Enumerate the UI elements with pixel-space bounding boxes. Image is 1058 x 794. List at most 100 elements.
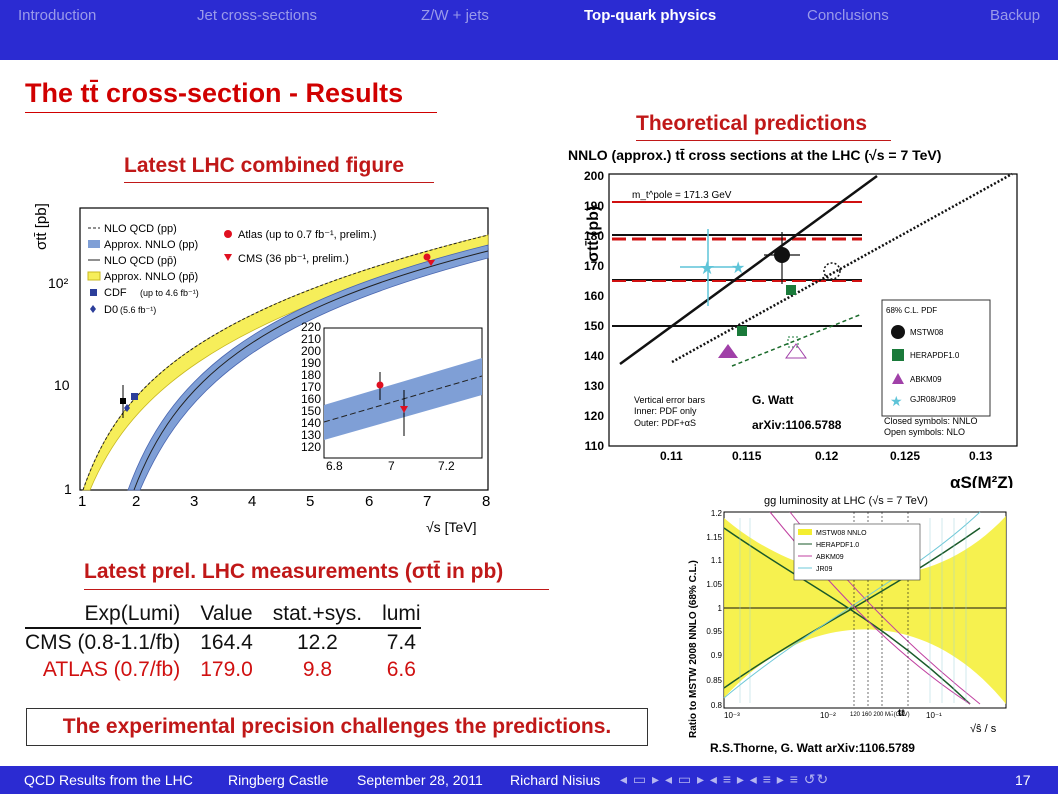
herapdf-point xyxy=(786,285,796,295)
lumi-tt-label: tt̄ xyxy=(898,707,905,719)
abkm09-point xyxy=(718,344,738,358)
nav-item-conclusions[interactable]: Conclusions xyxy=(807,7,889,24)
nav-item-top-quark-physics[interactable]: Top-quark physics xyxy=(584,7,717,24)
footer-bar: QCD Results from the LHC Ringberg Castle… xyxy=(0,766,1058,794)
theory-xtick: 0.115 xyxy=(732,449,762,463)
beamer-navigation-icons[interactable]: ◂ ▭ ▸ ◂ ▭ ▸ ◂ ≡ ▸ ◂ ≡ ▸ ≡ ↺↻ xyxy=(620,771,830,787)
measurements-table: Exp(Lumi) Value stat.+sys. lumi CMS (0.8… xyxy=(25,600,421,683)
theory-ytick: 200 xyxy=(584,169,604,183)
lumi-title: gg luminosity at LHC (√s = 7 TeV) xyxy=(764,495,928,507)
theory-xticks: 0.11 0.115 0.12 0.125 0.13 xyxy=(660,449,993,463)
lhc-xtick: 4 xyxy=(248,493,256,510)
theory-ytick: 120 xyxy=(584,409,604,423)
lhc-xticks: 1 2 3 4 5 6 7 8 xyxy=(78,493,490,510)
right-figure-heading: Theoretical predictions xyxy=(636,112,868,135)
theory-plot-frame xyxy=(608,173,1018,447)
cell-exp: CMS (0.8-1.1/fb) xyxy=(25,631,181,654)
theory-mass-label: m_t^pole = 171.3 GeV xyxy=(632,190,732,201)
lhc-inset: 220 210 200 190 180 170 160 150 140 130 … xyxy=(301,320,483,473)
footer-talk-title: QCD Results from the LHC xyxy=(24,772,193,788)
lumi-ytick: 0.85 xyxy=(706,676,722,685)
lumi-ytick: 1.2 xyxy=(711,509,723,518)
lumi-caption: R.S.Thorne, G. Watt arXiv:1106.5789 xyxy=(710,741,915,755)
lumi-ytick: 1.15 xyxy=(706,533,722,542)
nav-item-backup[interactable]: Backup xyxy=(990,7,1041,24)
theory-title: NNLO (approx.) tt̄ cross sections at the… xyxy=(568,147,941,163)
lumi-ylabel: Ratio to MSTW 2008 NNLO (68% C.L.) xyxy=(688,560,699,738)
lumi-ytick: 1.05 xyxy=(706,580,722,589)
theory-xtick: 0.11 xyxy=(660,449,683,463)
inset-ytick: 200 xyxy=(301,344,321,358)
cell-statsys: 9.8 xyxy=(302,658,333,681)
lumi-legend-item: ABKM09 xyxy=(816,554,844,561)
theory-ytick: 150 xyxy=(584,319,604,333)
lhc-legend-item: D0 xyxy=(104,304,118,316)
theory-xtick: 0.12 xyxy=(815,449,839,463)
lumi-xtick: 10⁻¹ xyxy=(926,711,942,720)
column-header: Value xyxy=(180,600,253,629)
title-underline xyxy=(25,112,437,113)
lhc-marker-cms: CMS (36 pb⁻¹, prelim.) xyxy=(238,253,349,265)
left-figure-heading: Latest LHC combined figure xyxy=(124,154,405,177)
lhc-xtick: 8 xyxy=(482,493,490,510)
lhc-xtick: 1 xyxy=(78,493,86,510)
svg-text:★: ★ xyxy=(731,260,745,277)
lhc-marker-atlas: Atlas (up to 0.7 fb⁻¹, prelim.) xyxy=(238,229,376,241)
theory-legend-note: Open symbols: NLO xyxy=(884,427,965,437)
theory-xlabel: αS(M²Z) xyxy=(950,473,1013,492)
inset-ytick: 170 xyxy=(301,380,321,394)
theory-ytick: 190 xyxy=(584,199,604,213)
lhc-legend-item: NLO QCD (pp̄) xyxy=(104,255,177,267)
lhc-legend: NLO QCD (pp) Approx. NNLO (pp) NLO QCD (… xyxy=(87,223,376,316)
theory-arxiv: arXiv:1106.5788 xyxy=(752,418,842,432)
theory-error-note: Vertical error bars xyxy=(634,395,706,405)
table-header-row: Exp(Lumi) Value stat.+sys. lumi xyxy=(25,600,421,629)
lhc-xtick: 7 xyxy=(423,493,431,510)
lhc-legend-item: NLO QCD (pp) xyxy=(104,223,177,235)
theory-legend-item: GJR08/JR09 xyxy=(910,395,956,404)
lumi-ytick: 1.1 xyxy=(711,556,723,565)
lumi-yticks: 0.8 0.85 0.9 0.95 1 1.05 1.1 1.15 1.2 xyxy=(706,509,722,710)
theory-ytick: 170 xyxy=(584,259,604,273)
theory-legend-title: 68% C.L. PDF xyxy=(886,306,937,315)
gg-luminosity-figure: gg luminosity at LHC (√s = 7 TeV) MSTW08… xyxy=(680,488,1012,758)
lumi-xlabel: √ŝ / s xyxy=(970,723,997,735)
theory-legend-note: Closed symbols: NNLO xyxy=(884,416,978,426)
table-row: ATLAS (0.7/fb) 179.0 9.8 6.6 xyxy=(25,656,421,683)
lhc-legend-item: CDF xyxy=(104,287,127,299)
theory-legend: 68% C.L. PDF MSTW08 HERAPDF1.0 ABKM09 ★ … xyxy=(881,299,991,417)
lumi-ytick: 0.95 xyxy=(706,627,722,636)
inset-xtick: 7.2 xyxy=(438,459,455,473)
lhc-xtick: 2 xyxy=(132,493,140,510)
nav-item-zw-jets[interactable]: Z/W + jets xyxy=(421,7,489,24)
theory-xtick: 0.125 xyxy=(890,449,920,463)
cell-value: 179.0 xyxy=(200,658,253,681)
theory-ylabel: σtt̄ (pb) xyxy=(584,206,602,262)
theory-legend-item: HERAPDF1.0 xyxy=(910,351,960,360)
nav-item-introduction[interactable]: Introduction xyxy=(18,7,97,24)
theory-legend-item: MSTW08 xyxy=(910,328,944,337)
theory-author: G. Watt xyxy=(752,393,794,407)
top-nav-bar: Introduction Jet cross-sections Z/W + je… xyxy=(0,0,1058,60)
page-number: 17 xyxy=(1015,772,1031,788)
nlo-pp-line xyxy=(133,250,489,491)
mstw08-point xyxy=(774,247,790,263)
lhc-xtick: 3 xyxy=(190,493,198,510)
lhc-plot-frame xyxy=(79,207,489,491)
lumi-xtick: 10⁻² xyxy=(820,711,836,720)
theory-ytick: 130 xyxy=(584,379,604,393)
lhc-xtick: 6 xyxy=(365,493,373,510)
lhc-xtick: 5 xyxy=(306,493,314,510)
inset-xtick: 6.8 xyxy=(326,459,343,473)
right-heading-underline xyxy=(636,140,891,141)
nav-item-jet-cross-sections[interactable]: Jet cross-sections xyxy=(197,7,318,24)
inset-xtick: 7 xyxy=(388,459,395,473)
theory-ytick: 140 xyxy=(584,349,604,363)
inset-ytick: 220 xyxy=(301,320,321,334)
measurements-heading: Latest prel. LHC measurements (σtt̄ in p… xyxy=(84,560,504,583)
theory-legend-item: ABKM09 xyxy=(910,375,942,384)
lumi-legend-item: HERAPDF1.0 xyxy=(816,542,859,549)
cell-lumi: 7.4 xyxy=(386,631,416,654)
nnlo-pp-band xyxy=(127,244,489,491)
theory-figure: NNLO (approx.) tt̄ cross sections at the… xyxy=(532,144,1026,500)
